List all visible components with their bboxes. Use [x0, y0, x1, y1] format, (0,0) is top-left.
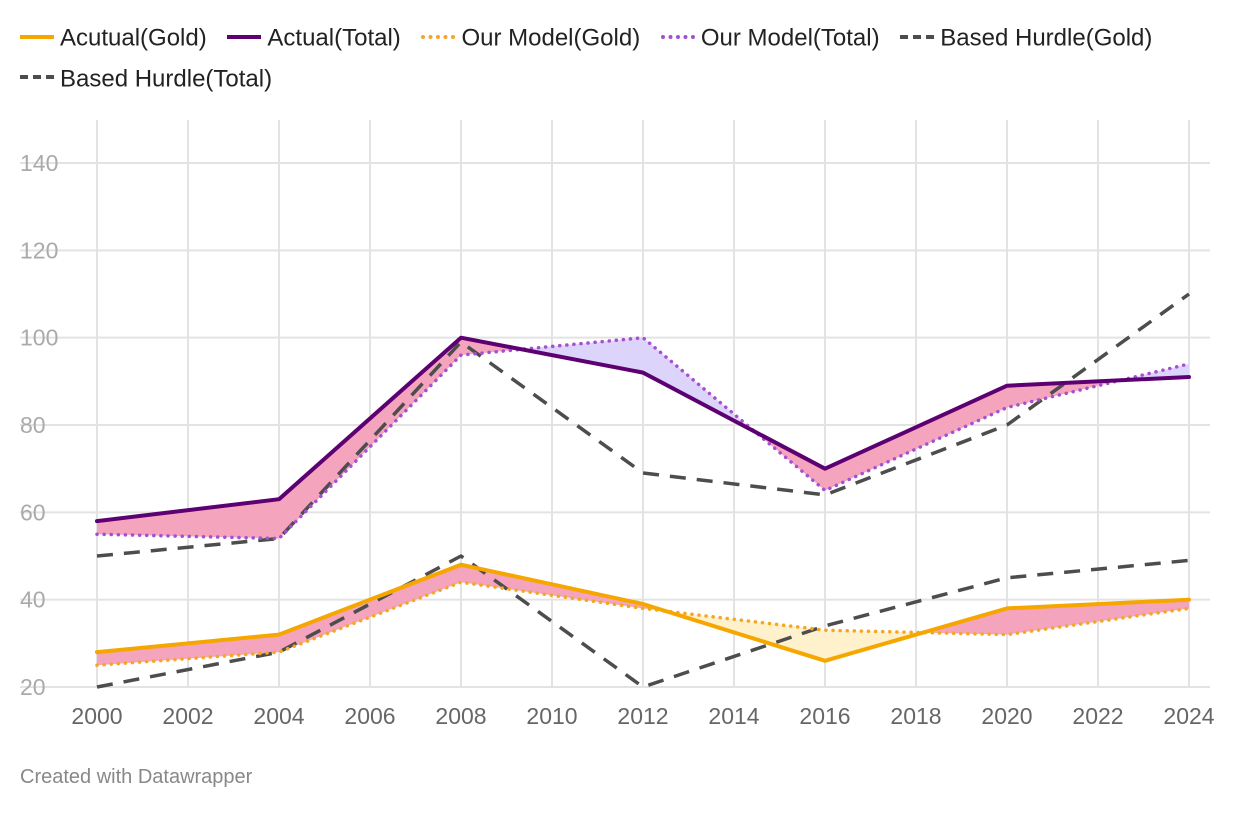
axis-label-layer: 2000 2002 2004 2006 2008 2010 2012 2014 2016 2018…: [20, 150, 1215, 729]
legend-label-hurdle-total: Based Hurdle(Total): [60, 65, 273, 93]
y-tick-label-100: 100: [20, 325, 58, 351]
x-tick-label-2016: 2016: [799, 703, 850, 729]
series-line-our-model-gold: [95, 580, 1191, 667]
legend-item-model-total: Our Model(Total): [660, 24, 880, 52]
range-fill-0-1-0: [279, 564, 461, 653]
legend-item-actual-total: Actual(Total): [227, 24, 401, 52]
legend-swatch-model-total: [660, 34, 695, 39]
legend-swatch-actual-total: [227, 34, 262, 39]
legend-label-actual-total: Actual(Total): [267, 24, 401, 52]
range-fill-1-5-0: [1007, 380, 1121, 408]
legend-label-model-gold: Our Model(Gold): [461, 24, 641, 52]
range-fill-1-4-0: [825, 385, 1007, 491]
x-tick-label-2012: 2012: [617, 703, 668, 729]
legend-swatch-actual-gold: [20, 34, 54, 39]
range-fill-0-5-0: [1007, 599, 1189, 635]
legend-swatch-hurdle-total: [20, 75, 54, 80]
y-tick-label-20: 20: [20, 674, 46, 700]
x-tick-label-2024: 2024: [1163, 703, 1214, 729]
x-tick-label-2020: 2020: [981, 703, 1032, 729]
x-tick-label-2018: 2018: [890, 703, 941, 729]
y-tick-label-60: 60: [20, 499, 46, 525]
series-line-layer: [95, 292, 1191, 689]
chart-legend: Acutual(Gold) Actual(Total) Our Model(Go…: [20, 18, 1220, 99]
footer-credit: Created with Datawrapper: [20, 766, 253, 788]
series-line-based-hurdle-total: [96, 292, 1191, 558]
legend-item-hurdle-total: Based Hurdle(Total): [20, 65, 272, 92]
x-tick-label-2010: 2010: [526, 703, 577, 729]
range-fill-1-0-0: [97, 499, 279, 539]
x-tick-label-2006: 2006: [344, 703, 395, 729]
legend-item-actual-gold: Acutual(Gold): [20, 24, 207, 52]
legend-label-model-total: Our Model(Total): [700, 24, 880, 52]
series-line-our-model-total: [95, 335, 1191, 541]
legend-label-hurdle-gold: Based Hurdle(Gold): [940, 24, 1153, 52]
range-fill-0-0-0: [97, 634, 279, 666]
legend-swatch-model-gold: [421, 34, 456, 39]
x-tick-label-2014: 2014: [708, 703, 759, 729]
legend-label-actual-gold: Acutual(Gold): [60, 24, 207, 52]
x-tick-label-2000: 2000: [71, 703, 122, 729]
legend-swatch-hurdle-gold: [900, 34, 935, 39]
y-tick-label-40: 40: [20, 587, 46, 613]
legend-item-hurdle-gold: Based Hurdle(Gold): [900, 24, 1153, 52]
legend-item-model-gold: Our Model(Gold): [421, 24, 641, 52]
x-tick-label-2008: 2008: [435, 703, 486, 729]
y-tick-label-80: 80: [20, 412, 46, 438]
series-line-acutual-gold: [95, 562, 1191, 663]
y-tick-label-120: 120: [20, 237, 58, 263]
y-tick-label-140: 140: [20, 150, 58, 176]
series-line-actual-total: [95, 335, 1191, 524]
x-tick-label-2002: 2002: [162, 703, 213, 729]
x-tick-label-2004: 2004: [253, 703, 304, 729]
x-tick-label-2022: 2022: [1072, 703, 1123, 729]
